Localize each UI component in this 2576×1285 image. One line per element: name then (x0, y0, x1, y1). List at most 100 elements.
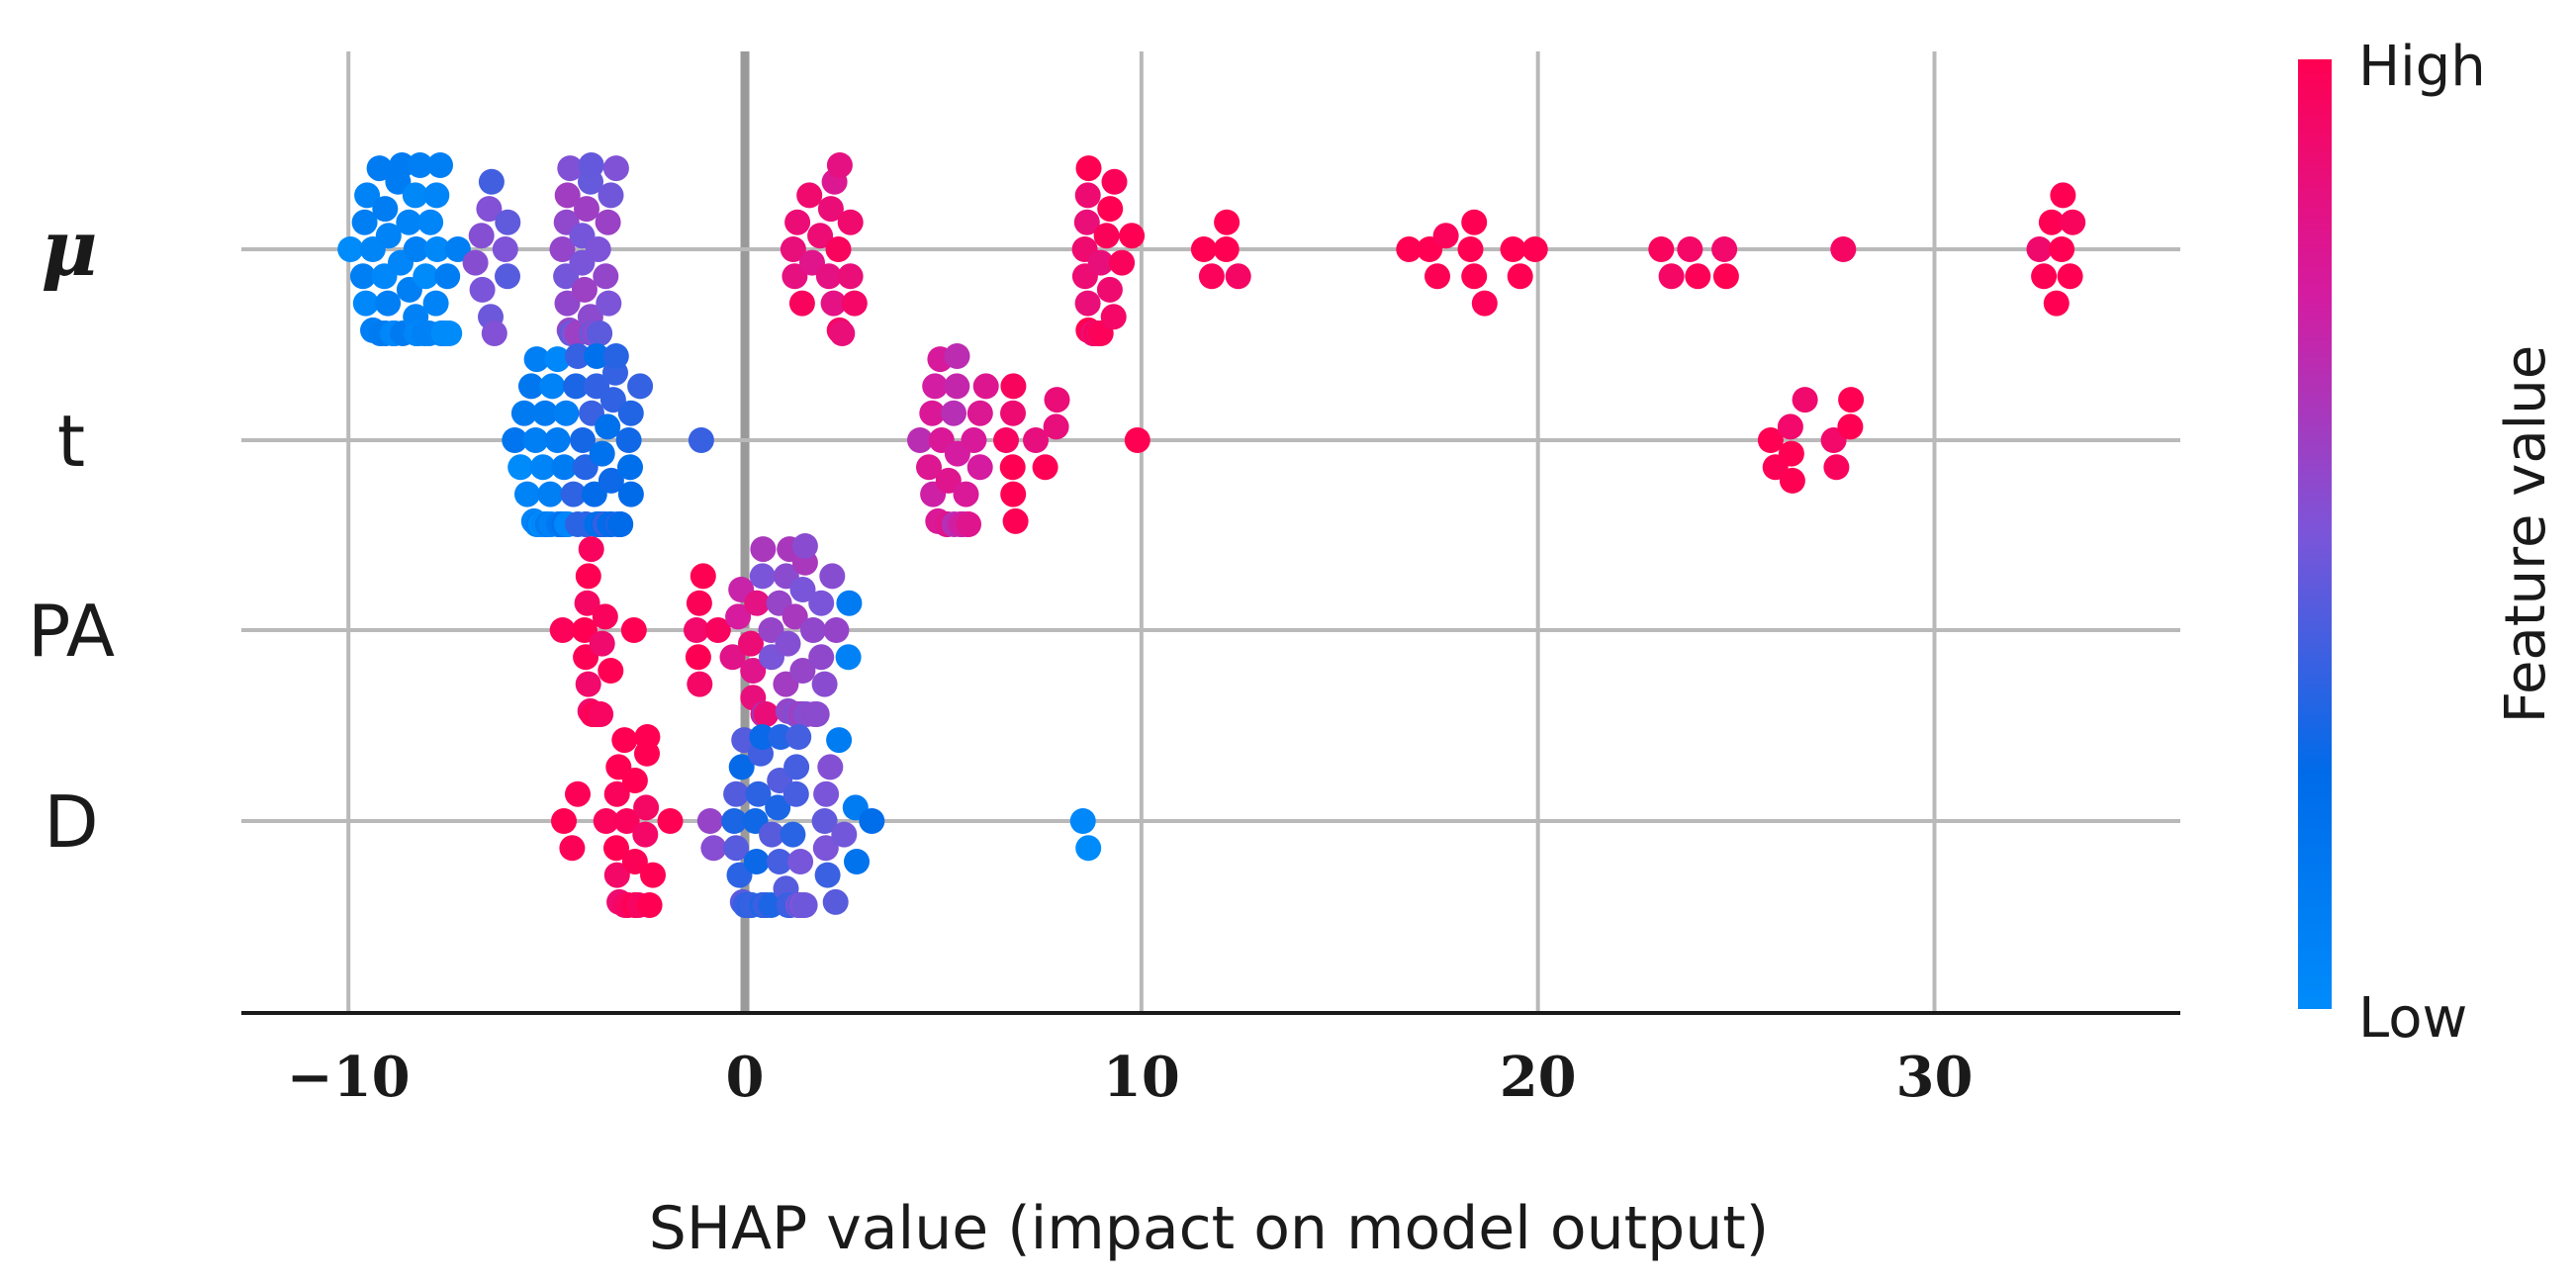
data-point (768, 724, 794, 750)
data-point (826, 152, 853, 178)
data-point (595, 209, 621, 235)
data-point (1461, 263, 1488, 290)
data-point (687, 671, 713, 697)
colorbar-high-label: High (2358, 35, 2486, 99)
data-point (585, 236, 611, 262)
data-point (560, 481, 587, 507)
data-point (690, 563, 716, 590)
data-point (502, 427, 528, 453)
data-points (337, 152, 2086, 918)
data-point (532, 400, 558, 426)
x-tick-label: 0 (726, 1045, 765, 1110)
data-point (537, 481, 564, 507)
data-point (1190, 236, 1217, 262)
data-point (1000, 481, 1027, 507)
data-point (728, 754, 755, 780)
data-point (941, 400, 966, 426)
data-point (598, 658, 624, 684)
data-point (423, 182, 450, 209)
data-point (826, 727, 853, 754)
data-point (617, 400, 644, 426)
data-point (1823, 454, 1850, 481)
data-point (507, 454, 534, 481)
data-point (1087, 249, 1114, 276)
data-point (1396, 236, 1423, 262)
data-point (1685, 263, 1711, 290)
data-point (791, 892, 818, 918)
data-point (765, 794, 791, 821)
data-point (575, 563, 601, 590)
data-point (1777, 413, 1803, 440)
data-point (559, 835, 586, 862)
data-point (704, 617, 731, 643)
data-point (935, 467, 962, 494)
data-point (775, 630, 801, 657)
data-point (375, 223, 402, 249)
data-point (551, 808, 577, 834)
data-point (372, 196, 399, 223)
feature-label: t (57, 400, 85, 483)
data-point (578, 536, 604, 563)
data-point (808, 644, 835, 671)
data-point (749, 724, 776, 750)
data-point (1124, 427, 1150, 453)
x-tick-label: 10 (1103, 1045, 1180, 1110)
data-point (1778, 440, 1804, 467)
data-point (829, 321, 856, 346)
data-point (966, 400, 993, 426)
data-point (1000, 400, 1026, 426)
data-point (766, 849, 792, 874)
data-point (598, 182, 624, 209)
data-point (436, 321, 463, 346)
data-point (434, 263, 461, 290)
data-point (557, 155, 584, 182)
data-point (632, 821, 659, 848)
data-point (634, 724, 661, 750)
data-point (835, 644, 862, 671)
data-point (593, 808, 619, 834)
data-point (780, 236, 806, 262)
data-point (375, 290, 402, 317)
data-point (993, 427, 1019, 453)
data-point (592, 603, 618, 630)
data-point (1757, 427, 1784, 453)
data-point (495, 209, 521, 235)
data-point (961, 427, 987, 453)
data-point (1096, 276, 1123, 303)
data-point (1225, 263, 1251, 290)
data-point (749, 563, 776, 590)
data-point (1214, 209, 1241, 235)
data-point (966, 454, 993, 481)
data-point (788, 290, 815, 317)
data-point (469, 276, 496, 303)
data-point (743, 849, 770, 874)
data-point (844, 849, 870, 874)
data-point (571, 276, 598, 303)
data-point (2049, 236, 2075, 262)
data-point (1043, 413, 1069, 440)
data-point (1101, 168, 1128, 195)
data-point (554, 290, 581, 317)
data-point (603, 780, 630, 807)
data-point (723, 835, 750, 862)
data-point (407, 152, 433, 178)
data-point (563, 373, 590, 400)
data-point (603, 862, 630, 888)
data-point (352, 290, 379, 317)
data-point (544, 346, 571, 373)
data-point (789, 658, 816, 684)
data-point (1002, 507, 1029, 534)
data-point (800, 617, 826, 643)
data-point (351, 209, 378, 235)
data-point (1461, 209, 1488, 235)
data-point (2050, 182, 2076, 209)
data-point (759, 821, 785, 848)
colorbar-title: Feature value (2494, 345, 2558, 723)
data-point (396, 209, 422, 235)
data-point (633, 794, 660, 821)
data-point (837, 263, 864, 290)
data-point (1457, 236, 1484, 262)
data-point (518, 373, 544, 400)
colorbar-low-label: Low (2358, 986, 2467, 1051)
